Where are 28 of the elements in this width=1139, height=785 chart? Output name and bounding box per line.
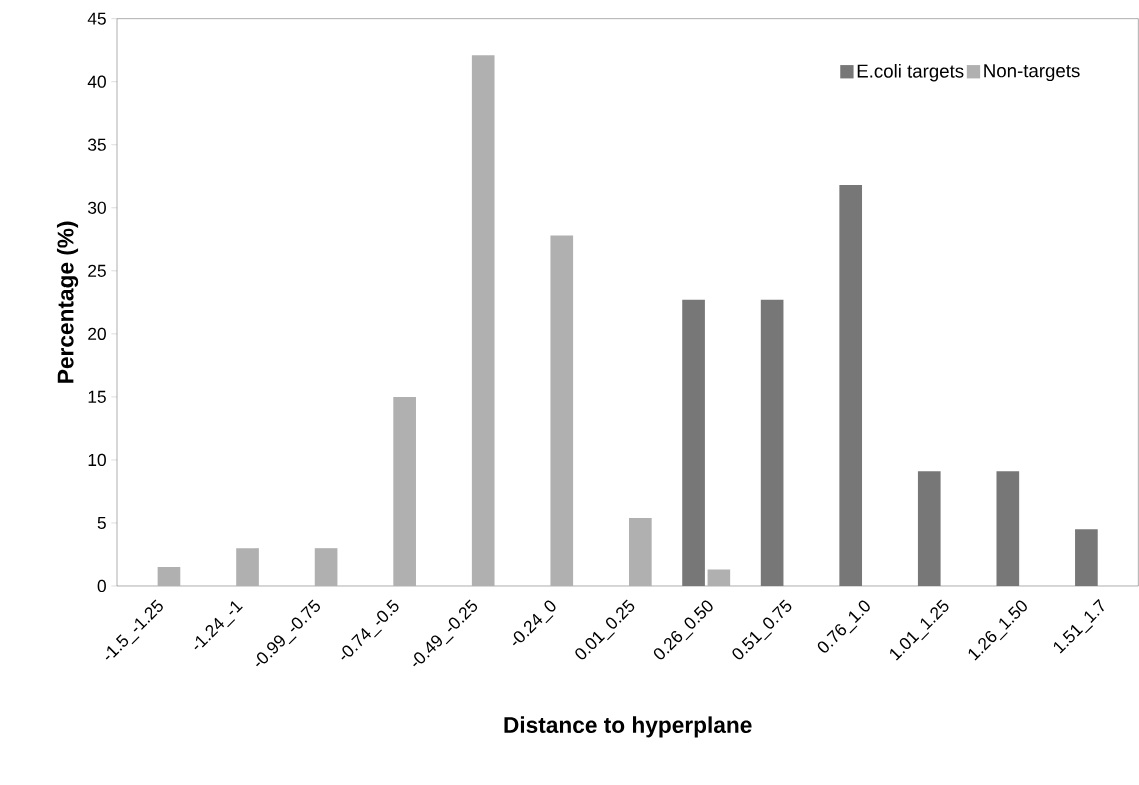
bar	[917, 471, 941, 586]
bar	[314, 548, 338, 586]
bar	[393, 396, 416, 586]
y-tick-label: 35	[88, 138, 106, 151]
bar	[839, 185, 863, 586]
bar	[760, 299, 784, 586]
y-tick-label: 0	[97, 579, 106, 593]
bar	[236, 548, 259, 586]
bar	[996, 471, 1020, 586]
y-tick-label: 45	[87, 12, 106, 25]
legend-label: Non-targets	[984, 64, 1080, 82]
y-tick-label: 40	[87, 75, 106, 88]
bar	[707, 569, 731, 586]
legend-label: E.coli targets	[857, 63, 964, 82]
y-tick-label: 10	[88, 453, 106, 467]
bar	[157, 567, 181, 586]
bar	[550, 235, 574, 586]
y-tick-label: 20	[88, 327, 106, 340]
y-tick-label: 30	[88, 201, 106, 214]
bar	[629, 517, 652, 586]
y-axis-title: Percentage (%)	[56, 221, 79, 383]
bar	[1075, 529, 1098, 586]
y-tick-label: 25	[88, 264, 106, 277]
x-axis-title: Distance to hyperplane	[504, 716, 752, 738]
y-tick-label: 5	[97, 516, 106, 529]
y-tick-label: 15	[88, 390, 106, 403]
bar	[471, 55, 495, 586]
bar	[682, 299, 705, 586]
